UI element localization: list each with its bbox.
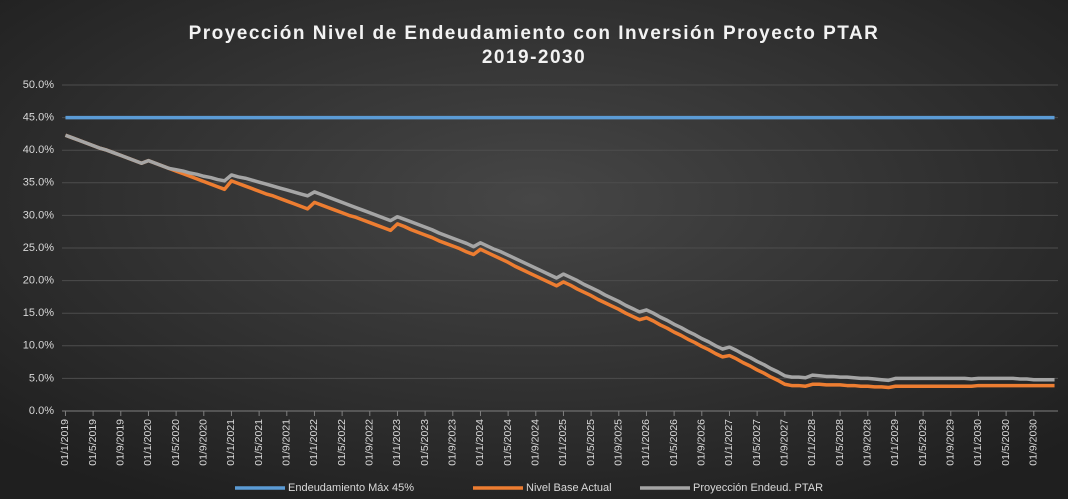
- y-tick-label: 0.0%: [29, 405, 54, 417]
- x-tick-label: 01/5/2024: [502, 419, 514, 466]
- x-tick-label: 01/5/2020: [170, 419, 182, 466]
- x-tick-label: 01/9/2029: [945, 419, 957, 466]
- y-tick-label: 35.0%: [23, 177, 54, 189]
- x-tick-label: 01/1/2022: [308, 419, 320, 466]
- y-tick-label: 50.0%: [23, 79, 54, 91]
- y-tick-label: 45.0%: [23, 112, 54, 124]
- x-tick-label: 01/9/2028: [862, 419, 874, 466]
- x-tick-label: 01/5/2022: [336, 419, 348, 466]
- y-tick-label: 30.0%: [23, 209, 54, 221]
- y-tick-label: 15.0%: [23, 307, 54, 319]
- x-tick-label: 01/1/2023: [391, 419, 403, 466]
- series-line: [64, 133, 1055, 390]
- x-tick-label: 01/9/2025: [613, 419, 625, 466]
- series-line: [64, 133, 1055, 383]
- x-tick-label: 01/1/2019: [59, 419, 71, 466]
- x-tick-label: 01/1/2028: [806, 419, 818, 466]
- x-tick-label: 01/9/2027: [779, 419, 791, 466]
- legend-label: Nivel Base Actual: [526, 482, 612, 494]
- legend-label: Proyección Endeud. PTAR: [693, 482, 823, 494]
- x-tick-label: 01/9/2023: [447, 419, 459, 466]
- y-tick-label: 25.0%: [23, 242, 54, 254]
- x-tick-label: 01/1/2025: [557, 419, 569, 466]
- x-tick-label: 01/5/2030: [1000, 419, 1012, 466]
- x-tick-label: 01/9/2019: [115, 419, 127, 466]
- x-tick-label: 01/9/2026: [696, 419, 708, 466]
- x-tick-label: 01/1/2021: [225, 419, 237, 466]
- chart-title: Proyección Nivel de Endeudamiento con In…: [189, 23, 880, 44]
- x-tick-label: 01/9/2020: [198, 419, 210, 466]
- legend-label: Endeudamiento Máx 45%: [288, 482, 414, 494]
- x-tick-label: 01/5/2028: [834, 419, 846, 466]
- x-tick-label: 01/1/2030: [972, 419, 984, 466]
- x-tick-label: 01/5/2019: [87, 419, 99, 466]
- x-tick-label: 01/1/2024: [474, 419, 486, 466]
- x-tick-label: 01/1/2020: [142, 419, 154, 466]
- x-tick-label: 01/5/2023: [419, 419, 431, 466]
- y-tick-label: 40.0%: [23, 144, 54, 156]
- x-tick-label: 01/1/2026: [640, 419, 652, 466]
- x-tick-label: 01/5/2027: [751, 419, 763, 466]
- x-tick-label: 01/5/2026: [668, 419, 680, 466]
- y-tick-label: 10.0%: [23, 340, 54, 352]
- x-tick-label: 01/5/2021: [253, 419, 265, 466]
- x-tick-label: 01/5/2029: [917, 419, 929, 466]
- x-tick-label: 01/9/2021: [281, 419, 293, 466]
- x-tick-label: 01/1/2027: [723, 419, 735, 466]
- x-tick-label: 01/1/2029: [889, 419, 901, 466]
- x-tick-label: 01/9/2022: [364, 419, 376, 466]
- y-tick-label: 20.0%: [23, 275, 54, 287]
- x-tick-label: 01/9/2030: [1028, 419, 1040, 466]
- x-tick-label: 01/5/2025: [585, 419, 597, 466]
- x-tick-label: 01/9/2024: [530, 419, 542, 466]
- chart-subtitle: 2019-2030: [482, 47, 586, 68]
- y-tick-label: 5.0%: [29, 372, 54, 384]
